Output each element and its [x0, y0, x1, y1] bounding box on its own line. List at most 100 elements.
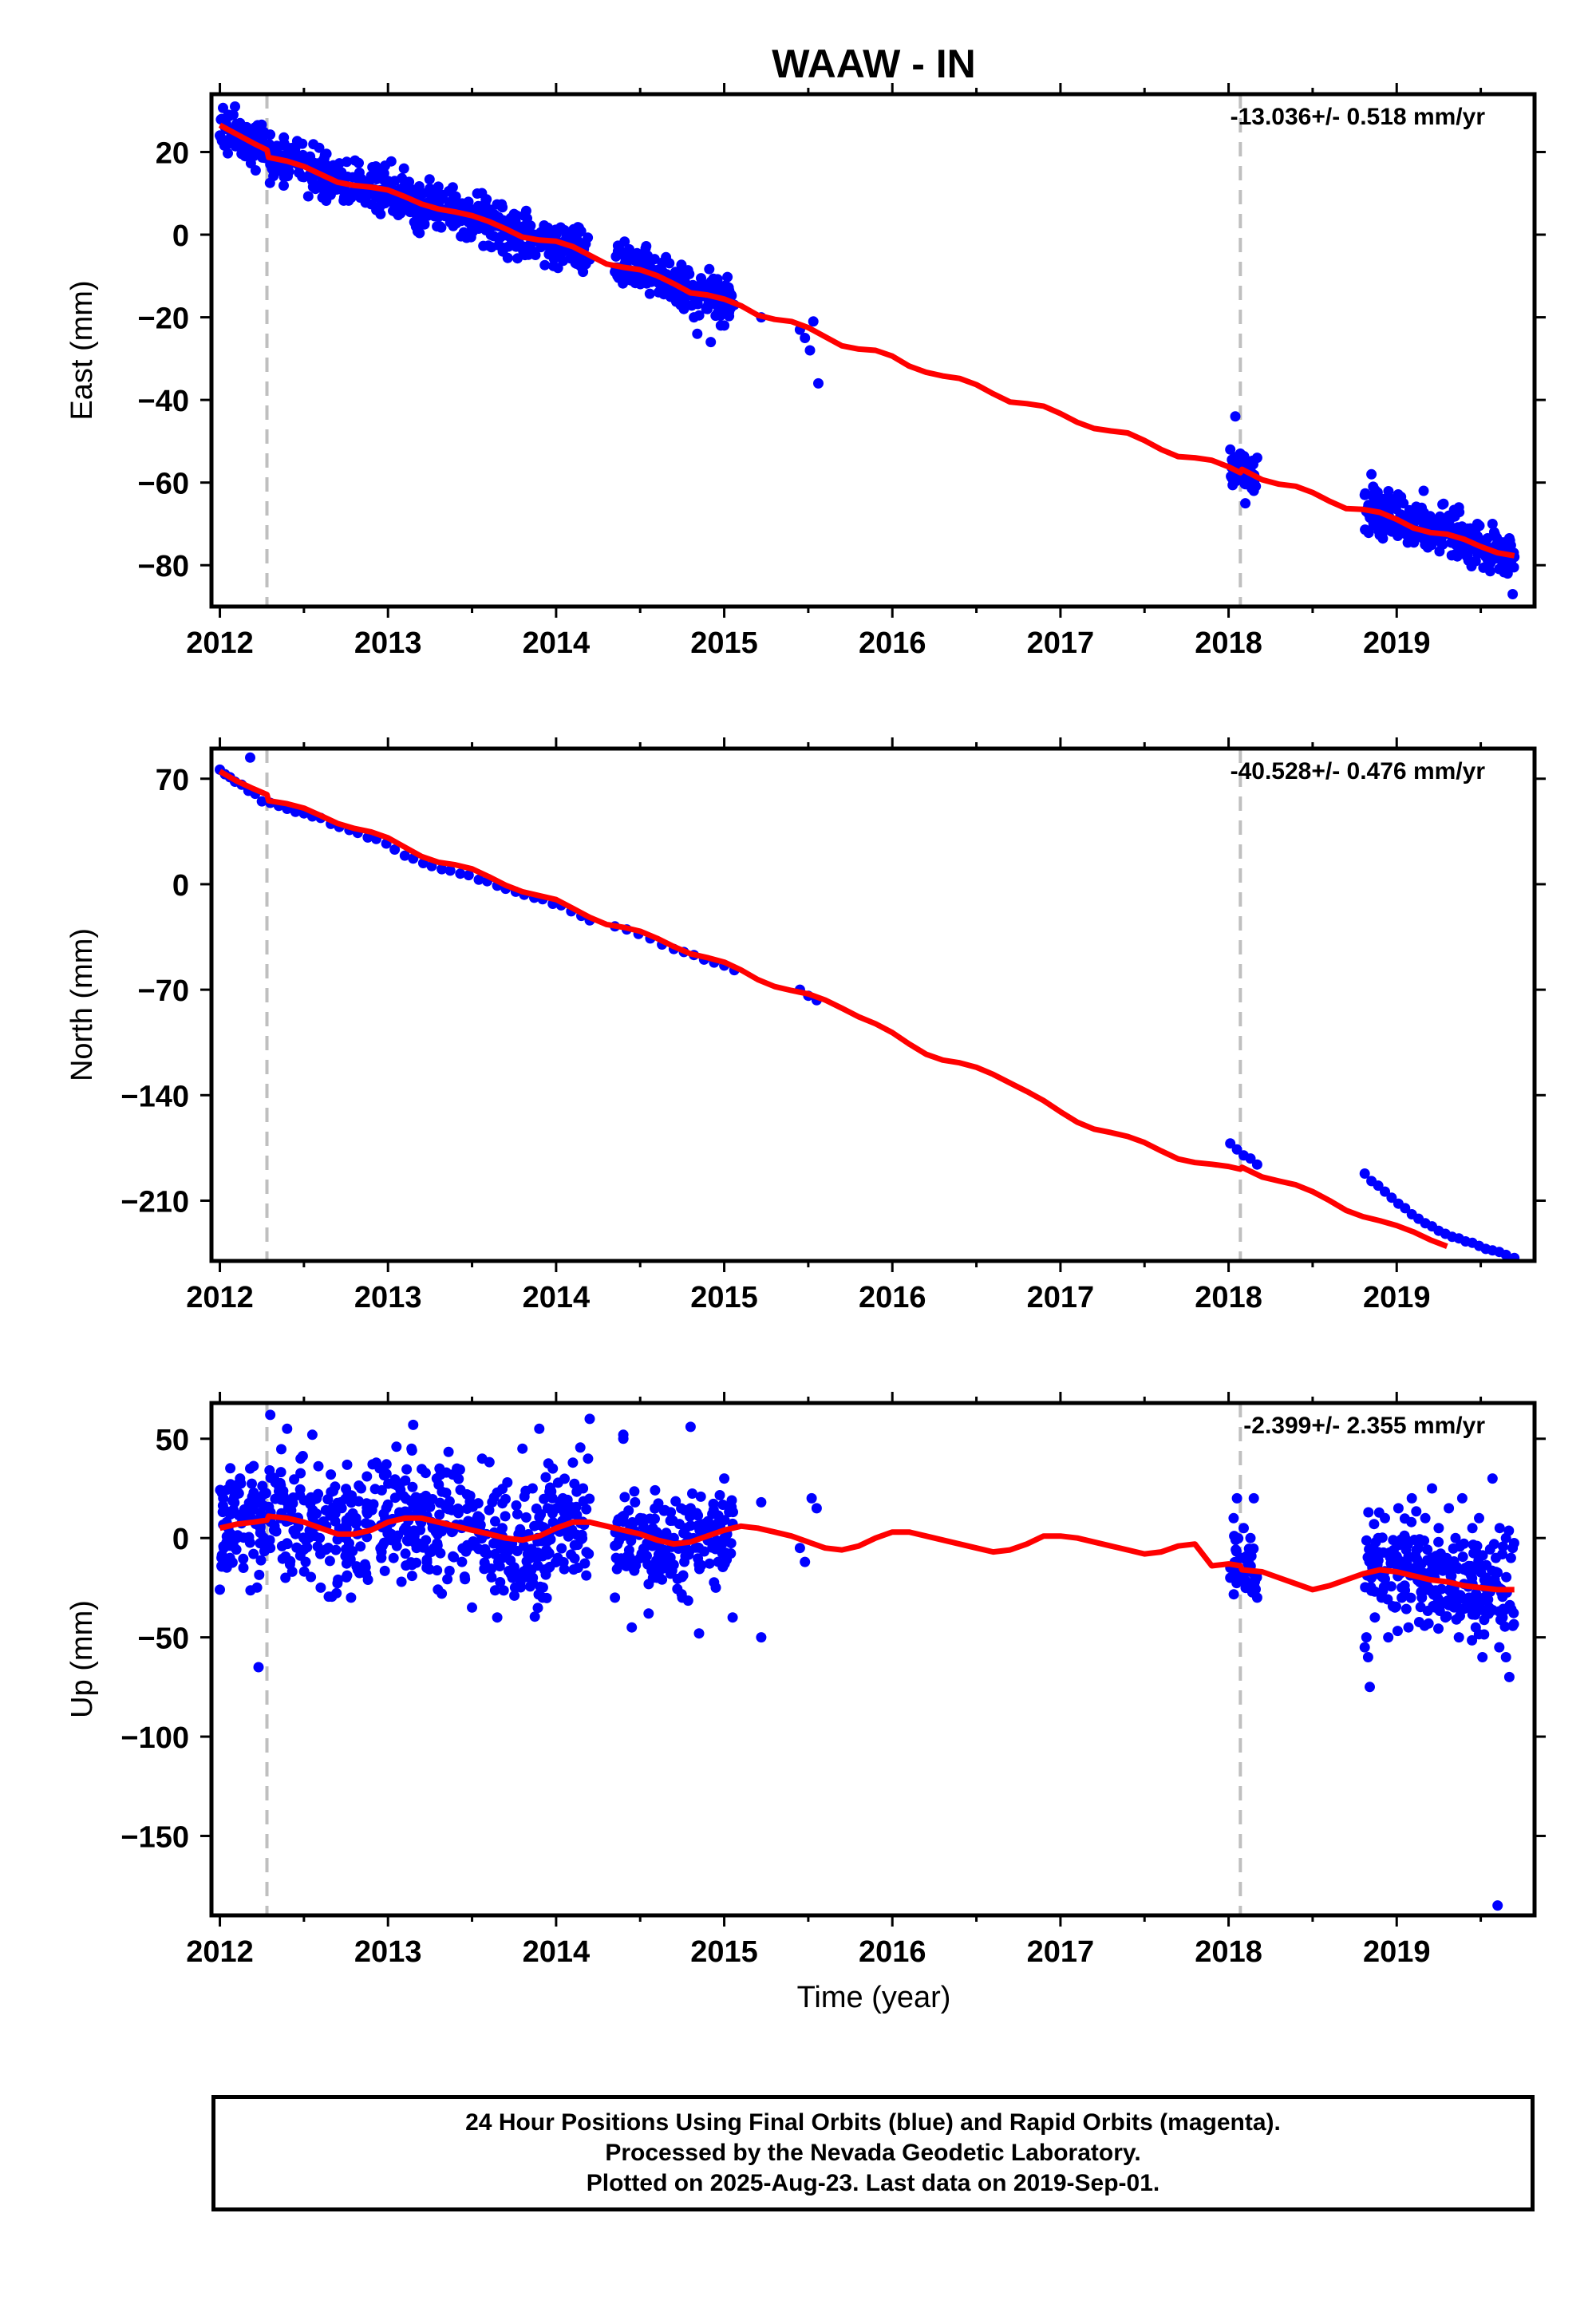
data-point: [429, 196, 440, 207]
data-point: [408, 1500, 419, 1512]
data-point: [523, 242, 535, 253]
data-point: [467, 1602, 477, 1613]
x-tick-label: 2016: [859, 1281, 926, 1314]
data-point: [1416, 1592, 1428, 1603]
x-tick-label: 2017: [1027, 626, 1095, 660]
data-point: [1363, 1507, 1374, 1518]
data-point: [1392, 1626, 1403, 1637]
data-point: [495, 1577, 506, 1587]
data-point: [1383, 1632, 1394, 1643]
data-point: [1427, 519, 1437, 529]
data-point: [1436, 1583, 1447, 1595]
data-point: [500, 1493, 511, 1504]
plot-frame-east: [209, 92, 1537, 609]
data-point: [1427, 1483, 1437, 1494]
data-point: [275, 1467, 286, 1478]
data-point: [346, 1592, 357, 1603]
data-point: [320, 1504, 331, 1516]
data-point: [642, 1559, 654, 1570]
data-point: [468, 1501, 478, 1512]
data-point: [569, 1553, 580, 1564]
data-point: [313, 1460, 324, 1472]
data-point: [644, 288, 655, 299]
data-point: [1477, 535, 1488, 546]
data-point: [434, 1463, 445, 1474]
data-point: [811, 1503, 822, 1514]
data-point: [446, 1527, 457, 1538]
data-point: [1484, 566, 1495, 577]
data-point: [612, 240, 623, 251]
data-point: [318, 184, 330, 196]
data-point: [694, 1524, 705, 1535]
data-point: [417, 188, 429, 199]
y-tick-label: −70: [138, 974, 189, 1008]
data-point: [502, 252, 513, 263]
data-point: [267, 163, 278, 174]
data-point: [1388, 1535, 1399, 1546]
data-point: [310, 180, 322, 191]
data-point: [717, 1500, 729, 1510]
data-point: [542, 1503, 553, 1514]
data-point: [1228, 456, 1239, 468]
data-point: [670, 1496, 681, 1507]
data-point: [1436, 539, 1448, 550]
data-point: [583, 232, 594, 243]
data-point: [294, 167, 305, 178]
y-tick-label: −60: [138, 468, 189, 501]
y-tick-label: 0: [172, 219, 189, 253]
x-tick-label: 2017: [1027, 1281, 1095, 1314]
data-point: [423, 208, 434, 219]
data-point: [710, 1543, 721, 1555]
data-point: [461, 232, 472, 243]
data-point: [702, 303, 713, 314]
data-point: [1248, 1492, 1259, 1504]
data-point: [315, 1548, 326, 1559]
data-point: [1251, 1592, 1262, 1603]
data-point: [290, 1528, 301, 1539]
data-point: [685, 1511, 695, 1522]
data-point: [610, 1552, 622, 1563]
data-point: [719, 1473, 730, 1484]
observation-dots-north: [215, 752, 1520, 1261]
data-point: [1474, 1512, 1484, 1524]
data-point: [442, 1574, 453, 1585]
data-point: [660, 1552, 671, 1563]
x-tick-label: 2019: [1363, 626, 1431, 660]
data-point: [1386, 493, 1397, 504]
data-point: [379, 1565, 390, 1576]
plot-frame-north: [209, 746, 1537, 1263]
data-point: [726, 1495, 737, 1506]
data-point: [391, 1441, 402, 1452]
data-point: [498, 1585, 509, 1596]
data-point: [676, 259, 687, 271]
data-point: [1405, 1592, 1416, 1603]
data-point: [297, 1545, 308, 1556]
data-point: [1415, 1602, 1426, 1613]
data-point: [808, 316, 819, 327]
data-point: [540, 1472, 551, 1483]
x-tick-label: 2015: [690, 1281, 758, 1314]
data-point: [1494, 539, 1505, 550]
data-point: [704, 263, 715, 275]
data-point: [1250, 1583, 1261, 1595]
data-point: [1376, 1592, 1387, 1603]
data-point: [537, 1592, 548, 1603]
data-point: [534, 1423, 545, 1434]
data-point: [403, 204, 413, 215]
model-line-east: [218, 122, 1515, 559]
data-point: [437, 1588, 448, 1599]
data-point: [651, 1527, 662, 1538]
data-point: [556, 1503, 567, 1514]
data-point: [1396, 1582, 1408, 1593]
data-point: [437, 864, 448, 875]
data-point: [1400, 1603, 1412, 1614]
y-tick-label: −210: [120, 1185, 189, 1219]
data-point: [567, 1457, 579, 1468]
data-point: [1443, 1564, 1454, 1575]
data-point: [385, 156, 397, 167]
data-point: [1500, 1532, 1511, 1543]
data-point: [643, 1579, 654, 1590]
data-point: [216, 1561, 227, 1572]
data-point: [529, 1611, 540, 1622]
data-point: [437, 1486, 448, 1497]
